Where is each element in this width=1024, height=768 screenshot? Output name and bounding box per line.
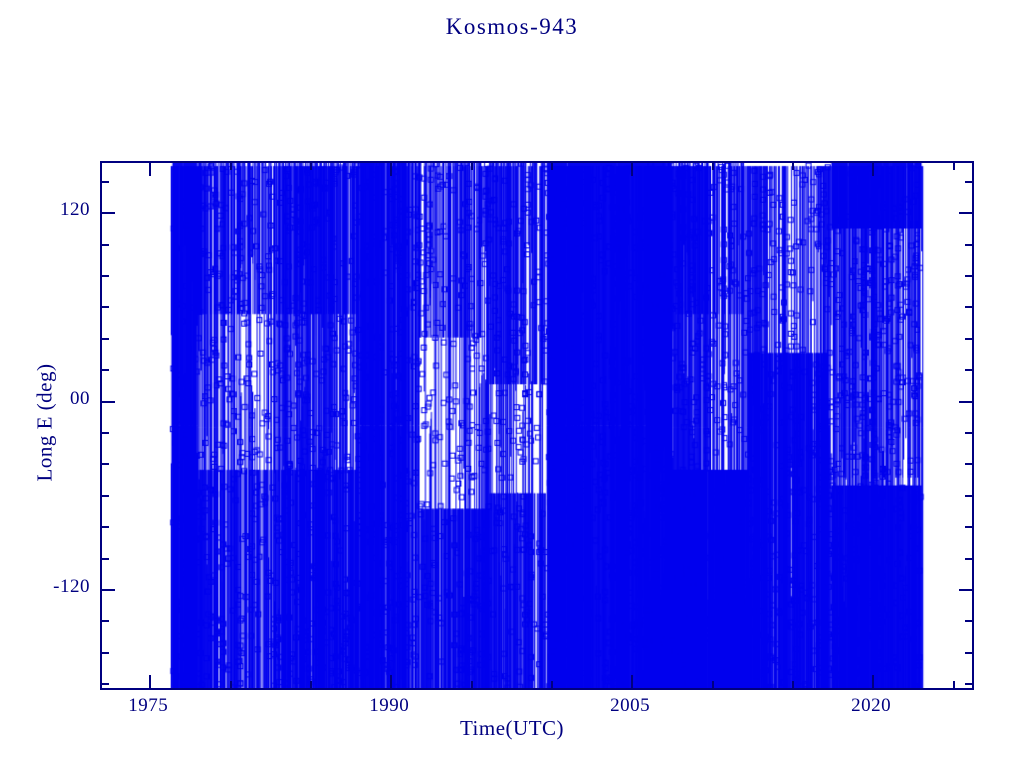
y-tick [102, 431, 109, 434]
y-tick-right [959, 212, 972, 215]
y-tick [102, 683, 109, 686]
y-axis-title: Long E (deg) [32, 363, 57, 482]
y-tick-right [959, 400, 972, 403]
x-tick-top [791, 163, 794, 170]
x-tick [309, 681, 312, 688]
x-tick [711, 681, 714, 688]
y-tick-right [965, 651, 972, 654]
x-tick-top [550, 163, 553, 170]
data-series-canvas [102, 163, 972, 688]
x-tick [952, 681, 955, 688]
y-tick [102, 526, 109, 529]
x-tick-top [711, 163, 714, 170]
y-tick-right [965, 369, 972, 372]
y-tick-right [965, 243, 972, 246]
y-tick [102, 400, 115, 403]
y-tick [102, 557, 109, 560]
x-tick-top [952, 163, 955, 170]
x-tick-top [309, 163, 312, 170]
y-tick [102, 337, 109, 340]
y-tick [102, 275, 109, 278]
y-tick-right [965, 306, 972, 309]
x-tick [631, 675, 634, 688]
y-tick-right [965, 620, 972, 623]
y-tick-right [965, 180, 972, 183]
x-tick [149, 675, 152, 688]
x-tick [470, 681, 473, 688]
y-tick [102, 243, 109, 246]
x-tick-label: 1975 [128, 695, 169, 716]
x-tick-label: 2005 [610, 695, 651, 716]
x-tick [390, 675, 393, 688]
x-tick-top [872, 163, 875, 176]
x-axis-title: Time(UTC) [459, 716, 565, 740]
y-tick [102, 620, 109, 623]
y-tick-right [965, 463, 972, 466]
plot-area [100, 161, 974, 690]
y-tick [102, 588, 115, 591]
y-tick-right [965, 275, 972, 278]
x-tick [791, 681, 794, 688]
x-tick [229, 681, 232, 688]
y-tick [102, 180, 109, 183]
y-tick [102, 212, 115, 215]
x-tick-top [470, 163, 473, 170]
x-tick [550, 681, 553, 688]
y-tick-right [965, 337, 972, 340]
y-tick-right [959, 588, 972, 591]
y-tick-right [965, 557, 972, 560]
x-tick-label: 2020 [851, 695, 892, 716]
y-tick-right [965, 683, 972, 686]
y-tick [102, 306, 109, 309]
y-tick-label: -120 [53, 575, 90, 597]
chart-title: Kosmos-943 [445, 14, 579, 39]
x-tick-top [390, 163, 393, 176]
y-tick [102, 494, 109, 497]
x-tick-top [229, 163, 232, 170]
y-tick-label: 00 [70, 387, 90, 409]
x-tick-top [631, 163, 634, 176]
y-tick [102, 369, 109, 372]
y-tick [102, 463, 109, 466]
x-tick-top [149, 163, 152, 176]
y-tick [102, 651, 109, 654]
y-tick-label: 120 [60, 199, 90, 221]
x-tick [872, 675, 875, 688]
y-tick-right [965, 526, 972, 529]
y-tick-right [965, 494, 972, 497]
y-tick-right [965, 431, 972, 434]
x-tick-label: 1990 [369, 695, 410, 716]
